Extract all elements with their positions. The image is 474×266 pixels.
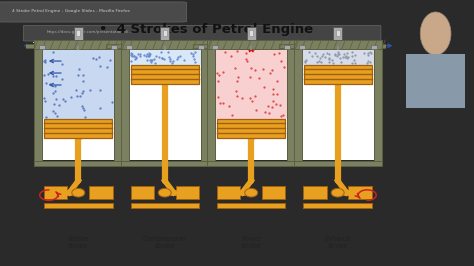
- Bar: [294, 40, 301, 163]
- Bar: [284, 45, 290, 49]
- Bar: [121, 40, 129, 163]
- Bar: [336, 30, 340, 36]
- Text: Exhaust
stroke: Exhaust stroke: [324, 236, 351, 249]
- Bar: [45, 118, 112, 138]
- Bar: [295, 44, 310, 48]
- Bar: [121, 40, 209, 49]
- Circle shape: [158, 188, 171, 197]
- Text: Compression
stroke: Compression stroke: [143, 236, 186, 249]
- Bar: [294, 161, 382, 167]
- Bar: [34, 40, 122, 49]
- Bar: [175, 186, 199, 199]
- Bar: [301, 49, 374, 160]
- Bar: [114, 40, 122, 163]
- Bar: [129, 49, 201, 160]
- Bar: [130, 186, 154, 199]
- Bar: [34, 161, 122, 167]
- Bar: [301, 49, 374, 65]
- Bar: [262, 186, 285, 199]
- Bar: [121, 161, 209, 167]
- Bar: [303, 203, 372, 208]
- Bar: [39, 45, 45, 49]
- Bar: [215, 49, 287, 119]
- Bar: [34, 40, 42, 163]
- Bar: [131, 65, 199, 84]
- Bar: [122, 44, 137, 48]
- Bar: [303, 186, 327, 199]
- Bar: [89, 186, 112, 199]
- Bar: [287, 40, 295, 163]
- Text: 4 Stroke Petrol Engine - Google Slides - Mozilla Firefox: 4 Stroke Petrol Engine - Google Slides -…: [12, 9, 130, 13]
- Bar: [212, 45, 218, 49]
- FancyBboxPatch shape: [406, 54, 465, 108]
- Text: Intake
stroke: Intake stroke: [68, 236, 89, 249]
- Circle shape: [72, 188, 85, 197]
- Bar: [249, 30, 254, 36]
- Bar: [299, 45, 304, 49]
- Circle shape: [420, 12, 451, 55]
- Bar: [163, 30, 167, 36]
- Bar: [304, 65, 372, 84]
- Bar: [44, 186, 67, 199]
- Bar: [207, 40, 295, 49]
- Bar: [247, 27, 255, 40]
- Bar: [348, 186, 372, 199]
- Text: https://docs.google.com/presentation/d/...: https://docs.google.com/presentation/d/.…: [46, 30, 133, 34]
- Bar: [42, 49, 114, 119]
- Bar: [374, 40, 382, 163]
- Bar: [111, 45, 117, 49]
- Bar: [160, 27, 169, 40]
- Bar: [198, 45, 204, 49]
- Circle shape: [245, 188, 258, 197]
- Bar: [126, 45, 132, 49]
- FancyBboxPatch shape: [23, 26, 381, 41]
- Bar: [217, 186, 240, 199]
- Bar: [74, 27, 82, 40]
- Bar: [217, 203, 285, 208]
- Bar: [76, 30, 81, 36]
- Bar: [129, 49, 201, 65]
- Bar: [371, 45, 376, 49]
- Bar: [201, 40, 209, 163]
- Bar: [20, 44, 34, 48]
- Bar: [207, 40, 215, 163]
- Text: •  4 Strokes of Petrol Engine: • 4 Strokes of Petrol Engine: [99, 23, 313, 36]
- Bar: [215, 49, 287, 160]
- Bar: [209, 44, 223, 48]
- Bar: [294, 40, 382, 49]
- Bar: [279, 44, 294, 48]
- Text: Power
stroke: Power stroke: [241, 236, 262, 249]
- Bar: [130, 203, 199, 208]
- Bar: [382, 44, 396, 48]
- Bar: [218, 118, 285, 138]
- FancyBboxPatch shape: [0, 2, 187, 22]
- Circle shape: [331, 188, 344, 197]
- Bar: [333, 27, 342, 40]
- Bar: [106, 44, 121, 48]
- Bar: [42, 49, 114, 160]
- Bar: [193, 44, 207, 48]
- Bar: [44, 203, 112, 208]
- Bar: [207, 161, 295, 167]
